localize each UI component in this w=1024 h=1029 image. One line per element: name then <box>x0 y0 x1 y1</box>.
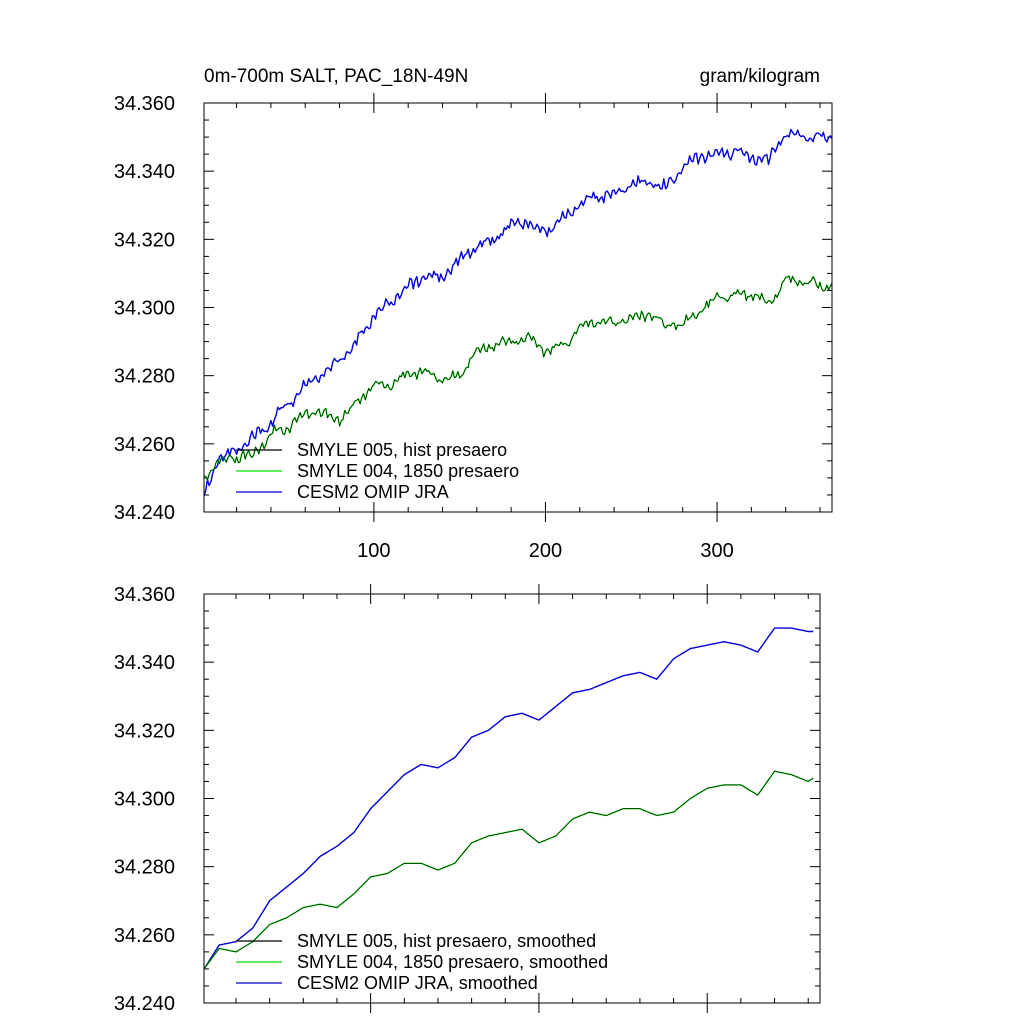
units-label: gram/kilogram <box>700 66 820 87</box>
x-tick-label: 300 <box>700 540 733 562</box>
y-tick-label: 34.280 <box>114 857 175 879</box>
top-axis-ticks <box>204 93 832 522</box>
bottom-panel: 34.240 34.260 34.280 34.300 34.320 34.340 34.3… <box>114 584 821 1015</box>
y-tick-label: 34.300 <box>114 298 175 320</box>
legend-label: CESM2 OMIP JRA <box>297 482 449 502</box>
y-tick-label: 34.280 <box>114 366 175 388</box>
chart-title: 0m-700m SALT, PAC_18N-49N <box>204 66 468 87</box>
y-tick-label: 34.360 <box>114 584 175 606</box>
top-panel: 0m-700m SALT, PAC_18N-49N gram/kilogram … <box>114 66 833 562</box>
series-line-cesm2-omip-jra <box>203 128 833 497</box>
top-series-lines <box>203 128 833 497</box>
y-tick-label: 34.260 <box>114 434 175 456</box>
legend-label: SMYLE 004, 1850 presaero, smoothed <box>297 952 608 972</box>
legend-label: SMYLE 004, 1850 presaero <box>297 461 519 481</box>
top-x-tick-labels: 100 200 300 <box>357 540 734 562</box>
bottom-series-lines <box>203 627 814 970</box>
x-tick-label: 200 <box>529 540 562 562</box>
legend-label: SMYLE 005, hist presaero, smoothed <box>297 931 596 951</box>
y-tick-label: 34.340 <box>114 161 175 183</box>
y-tick-label: 34.320 <box>114 229 175 251</box>
y-tick-label: 34.360 <box>114 93 175 115</box>
x-tick-label: 100 <box>357 540 390 562</box>
y-tick-label: 34.240 <box>114 502 175 524</box>
series-line-cesm2-omip-jra-smoothed <box>203 627 814 970</box>
legend-label: CESM2 OMIP JRA, smoothed <box>297 973 538 993</box>
y-tick-label: 34.320 <box>114 720 175 742</box>
series-line-smyle-005-hist-presaero-smoothed <box>203 770 814 970</box>
series-line-smyle-005-hist-presaero <box>203 275 833 481</box>
y-tick-label: 34.260 <box>114 925 175 947</box>
y-tick-label: 34.240 <box>114 993 175 1015</box>
bottom-y-tick-labels: 34.240 34.260 34.280 34.300 34.320 34.340 34.3… <box>114 584 175 1015</box>
y-tick-label: 34.340 <box>114 652 175 674</box>
bottom-plot-frame <box>203 593 821 1004</box>
y-tick-label: 34.300 <box>114 789 175 811</box>
top-plot-frame <box>203 102 833 513</box>
top-y-tick-labels: 34.240 34.260 34.280 34.300 34.320 34.340 34.3… <box>114 93 175 524</box>
bottom-legend: SMYLE 005, hist presaero, smoothedSMYLE … <box>236 931 608 993</box>
legend-label: SMYLE 005, hist presaero <box>297 440 507 460</box>
